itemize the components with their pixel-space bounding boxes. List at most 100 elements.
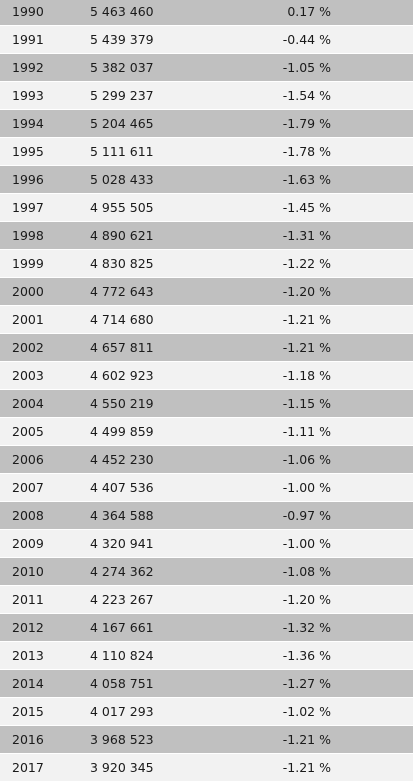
population-cell: 5 439 379 xyxy=(90,32,154,47)
table-row: 2009 4 320 941 -1.00 % xyxy=(0,530,413,558)
change-cell: -0.97 % xyxy=(282,508,331,523)
table-row: 2002 4 657 811 -1.21 % xyxy=(0,334,413,362)
table-row: 2007 4 407 536 -1.00 % xyxy=(0,474,413,502)
table-row: 2004 4 550 219 -1.15 % xyxy=(0,390,413,418)
table-row: 1999 4 830 825 -1.22 % xyxy=(0,250,413,278)
table-row: 1996 5 028 433 -1.63 % xyxy=(0,166,413,194)
table-row: 2014 4 058 751 -1.27 % xyxy=(0,670,413,698)
population-cell: 5 463 460 xyxy=(90,4,154,19)
change-cell: -1.02 % xyxy=(282,704,331,719)
year-cell: 2004 xyxy=(12,396,44,411)
table-row: 2017 3 920 345 -1.21 % xyxy=(0,754,413,782)
year-cell: 2016 xyxy=(12,732,44,747)
year-cell: 2012 xyxy=(12,620,44,635)
year-cell: 2009 xyxy=(12,536,44,551)
table-row: 1995 5 111 611 -1.78 % xyxy=(0,138,413,166)
change-cell: -1.36 % xyxy=(282,648,331,663)
year-cell: 2003 xyxy=(12,368,44,383)
table-row: 2015 4 017 293 -1.02 % xyxy=(0,698,413,726)
table-row: 1997 4 955 505 -1.45 % xyxy=(0,194,413,222)
table-row: 2000 4 772 643 -1.20 % xyxy=(0,278,413,306)
population-cell: 4 274 362 xyxy=(90,564,154,579)
table-row: 2016 3 968 523 -1.21 % xyxy=(0,726,413,754)
change-cell: -1.06 % xyxy=(282,452,331,467)
population-cell: 4 714 680 xyxy=(90,312,154,327)
population-cell: 5 382 037 xyxy=(90,60,154,75)
change-cell: -1.05 % xyxy=(282,60,331,75)
year-cell: 1995 xyxy=(12,144,44,159)
year-cell: 2017 xyxy=(12,760,44,775)
year-cell: 1997 xyxy=(12,200,44,215)
year-cell: 2002 xyxy=(12,340,44,355)
population-cell: 5 204 465 xyxy=(90,116,154,131)
population-cell: 5 299 237 xyxy=(90,88,154,103)
change-cell: -1.78 % xyxy=(282,144,331,159)
change-cell: -1.22 % xyxy=(282,256,331,271)
population-cell: 5 028 433 xyxy=(90,172,154,187)
table-row: 1993 5 299 237 -1.54 % xyxy=(0,82,413,110)
year-cell: 2010 xyxy=(12,564,44,579)
year-cell: 2007 xyxy=(12,480,44,495)
change-cell: -1.11 % xyxy=(282,424,331,439)
population-cell: 4 407 536 xyxy=(90,480,154,495)
year-cell: 1992 xyxy=(12,60,44,75)
change-cell: 0.17 % xyxy=(287,4,331,19)
population-cell: 4 499 859 xyxy=(90,424,154,439)
population-cell: 4 772 643 xyxy=(90,284,154,299)
population-cell: 5 111 611 xyxy=(90,144,154,159)
year-cell: 1998 xyxy=(12,228,44,243)
change-cell: -1.31 % xyxy=(282,228,331,243)
change-cell: -1.54 % xyxy=(282,88,331,103)
population-cell: 4 364 588 xyxy=(90,508,154,523)
year-cell: 2011 xyxy=(12,592,44,607)
year-cell: 1996 xyxy=(12,172,44,187)
year-cell: 2015 xyxy=(12,704,44,719)
population-cell: 4 830 825 xyxy=(90,256,154,271)
table-row: 1998 4 890 621 -1.31 % xyxy=(0,222,413,250)
year-cell: 2013 xyxy=(12,648,44,663)
population-cell: 4 223 267 xyxy=(90,592,154,607)
table-row: 2006 4 452 230 -1.06 % xyxy=(0,446,413,474)
change-cell: -1.20 % xyxy=(282,284,331,299)
population-cell: 4 890 621 xyxy=(90,228,154,243)
change-cell: -1.15 % xyxy=(282,396,331,411)
change-cell: -1.21 % xyxy=(282,340,331,355)
change-cell: -1.79 % xyxy=(282,116,331,131)
table-row: 1991 5 439 379 -0.44 % xyxy=(0,26,413,54)
change-cell: -1.00 % xyxy=(282,480,331,495)
table-row: 1990 5 463 460 0.17 % xyxy=(0,0,413,26)
table-row: 2010 4 274 362 -1.08 % xyxy=(0,558,413,586)
change-cell: -1.18 % xyxy=(282,368,331,383)
change-cell: -1.32 % xyxy=(282,620,331,635)
year-cell: 2006 xyxy=(12,452,44,467)
population-cell: 4 110 824 xyxy=(90,648,154,663)
year-cell: 2000 xyxy=(12,284,44,299)
year-cell: 1999 xyxy=(12,256,44,271)
population-cell: 4 167 661 xyxy=(90,620,154,635)
population-cell: 3 920 345 xyxy=(90,760,154,775)
population-cell: 4 017 293 xyxy=(90,704,154,719)
change-cell: -1.45 % xyxy=(282,200,331,215)
table-row: 2008 4 364 588 -0.97 % xyxy=(0,502,413,530)
change-cell: -1.21 % xyxy=(282,312,331,327)
year-cell: 1991 xyxy=(12,32,44,47)
table-row: 2013 4 110 824 -1.36 % xyxy=(0,642,413,670)
year-cell: 2005 xyxy=(12,424,44,439)
population-cell: 4 058 751 xyxy=(90,676,154,691)
year-cell: 1990 xyxy=(12,4,44,19)
population-cell: 4 320 941 xyxy=(90,536,154,551)
change-cell: -0.44 % xyxy=(282,32,331,47)
year-cell: 2008 xyxy=(12,508,44,523)
change-cell: -1.27 % xyxy=(282,676,331,691)
change-cell: -1.63 % xyxy=(282,172,331,187)
table-row: 2011 4 223 267 -1.20 % xyxy=(0,586,413,614)
year-cell: 2001 xyxy=(12,312,44,327)
population-cell: 4 602 923 xyxy=(90,368,154,383)
population-cell: 3 968 523 xyxy=(90,732,154,747)
population-cell: 4 452 230 xyxy=(90,452,154,467)
year-cell: 1993 xyxy=(12,88,44,103)
table-row: 2005 4 499 859 -1.11 % xyxy=(0,418,413,446)
population-cell: 4 955 505 xyxy=(90,200,154,215)
year-cell: 1994 xyxy=(12,116,44,131)
